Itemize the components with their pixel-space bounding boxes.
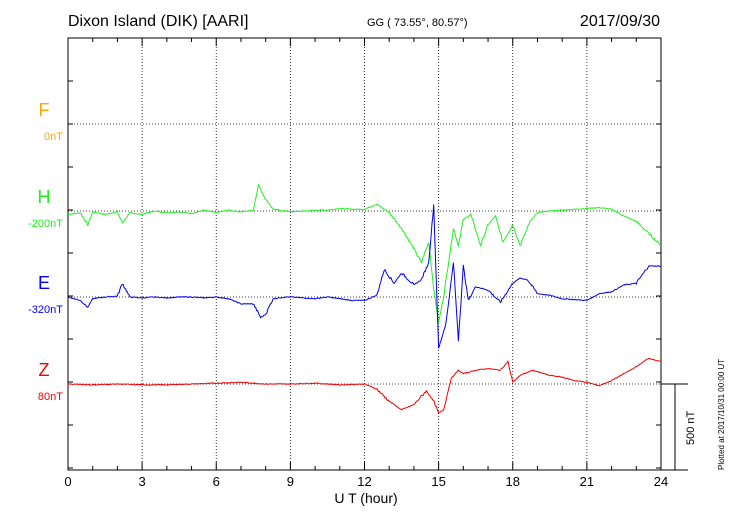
station-title: Dixon Island (DIK) [AARI] (68, 13, 249, 30)
series-name-label: Z (39, 360, 50, 380)
x-tick-label: 24 (654, 474, 668, 489)
x-tick-label: 3 (139, 474, 146, 489)
x-tick-label: 0 (64, 474, 71, 489)
series-name-label: F (39, 100, 50, 120)
plotted-at-note: Plotted at 2017/10/31 00:00 UT (717, 359, 726, 470)
coordinates-label: GG ( 73.55°, 80.57°) (367, 17, 468, 29)
series-baseline-label: 80nT (38, 391, 63, 403)
series-baseline-label: -320nT (28, 304, 63, 316)
date-label: 2017/09/30 (580, 13, 660, 30)
x-axis-label: U T (hour) (334, 490, 397, 506)
trace-Z (67, 358, 662, 414)
x-tick-label: 15 (431, 474, 445, 489)
trace-E (67, 204, 662, 349)
x-tick-label: 21 (580, 474, 594, 489)
x-axis-ticks: 0 3 6 9 12 15 18 21 24 (64, 38, 668, 489)
x-tick-label: 6 (213, 474, 220, 489)
grid-lines (68, 38, 661, 470)
scale-bar-label: 500 nT (685, 410, 697, 445)
series-name-label: H (38, 187, 51, 207)
series-labels: F 0nT H -200nT E -320nT Z 80nT (28, 100, 63, 403)
x-tick-label: 12 (357, 474, 371, 489)
trace-H (67, 184, 662, 324)
x-tick-label: 9 (287, 474, 294, 489)
series-baseline-label: 0nT (44, 131, 63, 143)
scale-bar: 500 nT (661, 383, 697, 471)
series-baseline-label: -200nT (28, 218, 63, 230)
data-traces (67, 184, 662, 414)
x-tick-label: 18 (506, 474, 520, 489)
series-name-label: E (38, 273, 50, 293)
